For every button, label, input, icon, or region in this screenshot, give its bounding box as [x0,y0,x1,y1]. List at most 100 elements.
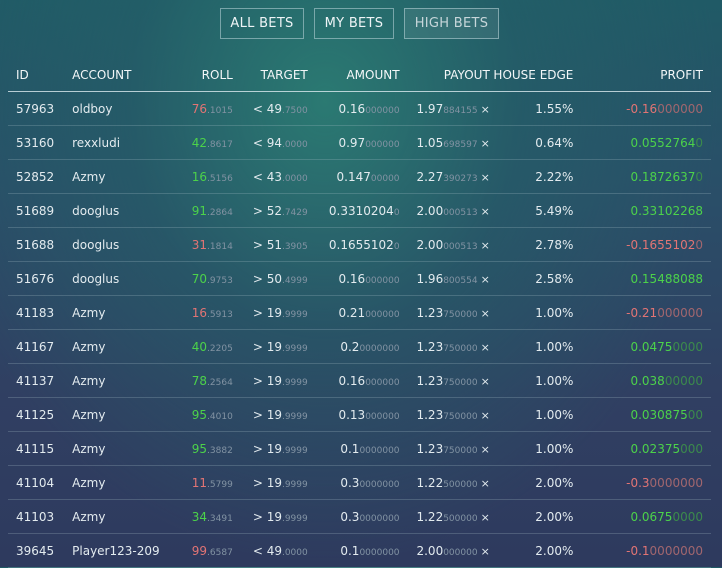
account-cell: Azmy [72,499,181,534]
target-value: < 94 [252,135,282,150]
amount-trailing-zeros: 0 [393,241,400,252]
payout-cell: 2.00000000 × [399,533,490,568]
account-cell: Azmy [72,159,181,194]
column-header-payout: PAYOUT [399,58,490,92]
payout-cell: 1.23750000 × [399,431,490,466]
amount-cell: 0.30000000 [307,465,400,500]
tab-my-bets[interactable]: MY BETS [314,8,394,39]
profit-value: 0.0675 [630,509,673,524]
target-cell: > 19.9999 [232,431,308,466]
house-edge-value: 2.58% [535,271,574,286]
roll-cell: 42.8617 [180,125,233,160]
account-name: dooglus [72,203,120,218]
roll-decimals: .4010 [207,411,233,422]
profit-value: 0.0552764 [630,135,696,150]
bet-id: 51688 [16,237,55,252]
roll-cell: 16.5156 [180,159,233,194]
profit-value: 0.1872637 [630,169,696,184]
amount-value: 0.16 [338,373,366,388]
house-edge-value: 1.55% [535,101,574,116]
amount-trailing-zeros: 000000 [365,275,400,286]
payout-value: 2.00 [416,543,444,558]
payout-decimals: 750000 [443,343,478,354]
bet-id: 41183 [16,305,55,320]
account-cell: Player123-209 [72,533,181,568]
table-row[interactable]: 41137 Azmy 78.2564 > 19.9999 0.16000000 1.237… [8,363,711,398]
bet-id: 41125 [16,407,55,422]
table-row[interactable]: 51688 dooglus 31.1814 > 51.3905 0.16551020 2.… [8,227,711,262]
profit-cell: 0.06750000 [573,499,711,534]
table-row[interactable]: 41125 Azmy 95.4010 > 19.9999 0.13000000 1.237… [8,397,711,432]
profit-value: 0.030875 [630,407,688,422]
target-cell: > 19.9999 [232,295,308,330]
table-row[interactable]: 41167 Azmy 40.2205 > 19.9999 0.20000000 1.237… [8,329,711,364]
profit-cell: -0.10000000 [573,533,711,568]
account-cell: dooglus [72,193,181,228]
table-row[interactable]: 52852 Azmy 16.5156 < 43.0000 0.14700000 2.273… [8,159,711,194]
payout-decimals: 000000 [443,547,478,558]
payout-value: 1.23 [416,441,444,456]
roll-value: 99 [191,543,208,558]
table-row[interactable]: 41183 Azmy 16.5913 > 19.9999 0.21000000 1.237… [8,295,711,330]
target-decimals: .0000 [281,173,308,184]
roll-decimals: .5156 [207,173,233,184]
bet-id: 39645 [16,543,55,558]
account-name: dooglus [72,237,120,252]
payout-cell: 1.22500000 × [399,499,490,534]
account-name: Azmy [72,441,106,456]
roll-cell: 16.5913 [180,295,233,330]
profit-trailing-zeros: 0 [695,169,703,184]
target-value: < 49 [252,543,282,558]
tab-all-bets[interactable]: ALL BETS [220,8,304,39]
payout-decimals: 750000 [443,309,478,320]
target-decimals: .0000 [281,139,308,150]
payout-value: 1.97 [416,101,444,116]
target-cell: < 49.7500 [232,91,308,126]
bet-id-cell: 41104 [8,465,73,500]
roll-decimals: .2564 [207,377,233,388]
target-value: > 19 [252,509,282,524]
target-value: > 19 [252,407,282,422]
payout-cell: 1.23750000 × [399,363,490,398]
bet-id-cell: 53160 [8,125,73,160]
target-decimals: .9999 [281,377,308,388]
target-decimals: .9999 [281,411,308,422]
profit-cell: -0.16551020 [573,227,711,262]
table-row[interactable]: 41103 Azmy 34.3491 > 19.9999 0.30000000 1.225… [8,499,711,534]
payout-decimals: 698597 [443,139,478,150]
profit-trailing-zeros: 0 [695,135,703,150]
profit-value: 0.038 [630,373,665,388]
roll-decimals: .6587 [207,547,233,558]
payout-decimals: 750000 [443,445,478,456]
table-row[interactable]: 57963 oldboy 76.1015 < 49.7500 0.16000000 1.9… [8,91,711,126]
profit-cell: -0.21000000 [573,295,711,330]
target-decimals: .9999 [281,309,308,320]
profit-cell: 0.02375000 [573,431,711,466]
profit-cell: 0.18726370 [573,159,711,194]
amount-cell: 0.21000000 [307,295,400,330]
payout-cell: 1.23750000 × [399,329,490,364]
account-cell: Azmy [72,363,181,398]
target-cell: > 19.9999 [232,329,308,364]
bet-id: 41115 [16,441,55,456]
amount-trailing-zeros: 0000000 [359,547,400,558]
tab-high-bets[interactable]: HIGH BETS [404,8,499,39]
payout-cell: 1.22500000 × [399,465,490,500]
profit-cell: 0.33102268 [573,193,711,228]
amount-cell: 0.16000000 [307,91,400,126]
table-row[interactable]: 41115 Azmy 95.3882 > 19.9999 0.10000000 1.237… [8,431,711,466]
table-row[interactable]: 51676 dooglus 70.9753 > 50.4999 0.16000000 1.… [8,261,711,296]
roll-cell: 70.9753 [180,261,233,296]
bet-id-cell: 41125 [8,397,73,432]
table-row[interactable]: 39645 Player123-209 99.6587 < 49.0000 0.1000… [8,533,711,568]
target-decimals: .9999 [281,479,308,490]
table-row[interactable]: 51689 dooglus 91.2864 > 52.7429 0.33102040 2.… [8,193,711,228]
roll-value: 42 [191,135,208,150]
account-name: Azmy [72,407,106,422]
table-row[interactable]: 41104 Azmy 11.5799 > 19.9999 0.30000000 1.225… [8,465,711,500]
profit-trailing-zeros: 0000 [672,339,703,354]
bet-id-cell: 41115 [8,431,73,466]
table-row[interactable]: 53160 rexxludi 42.8617 < 94.0000 0.97000000 1… [8,125,711,160]
multiplier-icon: × [480,102,490,116]
payout-decimals: 500000 [443,513,478,524]
